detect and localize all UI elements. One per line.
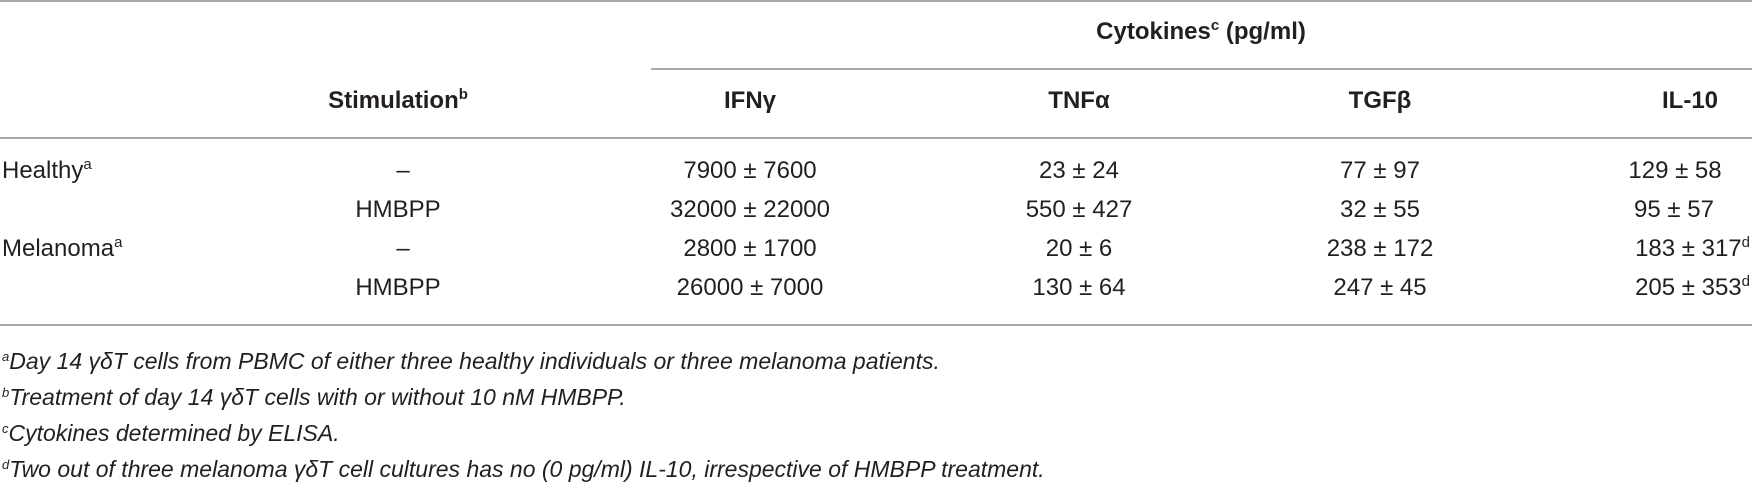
il-10-cell: 205 ± 353d <box>1635 273 1750 301</box>
footnote: aDay 14 γδT cells from PBMC of either th… <box>2 348 940 374</box>
table-bottom-rule <box>0 324 1752 326</box>
row-group-label: Melanomaa <box>2 234 123 262</box>
group-header-rule <box>651 68 1752 70</box>
tnf-alpha-column-header: TNFα <box>1048 87 1110 114</box>
header-bottom-rule <box>0 137 1752 139</box>
tnf-alpha-cell: 130 ± 64 <box>1032 274 1126 301</box>
footnote: cCytokines determined by ELISA. <box>2 420 340 446</box>
il-10-cell: 129 ± 58 <box>1628 157 1722 184</box>
stimulation-column-header: Stimulationb <box>328 86 468 114</box>
tnf-alpha-cell: 20 ± 6 <box>1045 235 1113 262</box>
il-10-cell: 95 ± 57 <box>1634 196 1714 223</box>
stimulation-cell: HMBPP <box>355 196 441 223</box>
stimulation-cell: HMBPP <box>355 274 441 301</box>
ifn-gamma-cell: 26000 ± 7000 <box>676 274 824 301</box>
ifn-gamma-cell: 7900 ± 7600 <box>683 157 817 184</box>
ifn-gamma-cell: 2800 ± 1700 <box>683 235 817 262</box>
footnote-mark: d <box>1741 234 1750 251</box>
footnote: dTwo out of three melanoma γδT cell cult… <box>2 456 1045 482</box>
il-10-column-header: IL-10 <box>1661 87 1719 114</box>
row-group-label: Healthya <box>2 156 92 184</box>
tnf-alpha-cell: 23 ± 24 <box>1039 157 1119 184</box>
stimulation-cell: – <box>396 235 410 262</box>
il-10-cell: 183 ± 317d <box>1635 234 1750 262</box>
ifn-gamma-cell: 32000 ± 22000 <box>670 196 830 223</box>
tgf-beta-cell: 77 ± 97 <box>1340 157 1420 184</box>
tgf-beta-cell: 238 ± 172 <box>1326 235 1434 262</box>
top-rule <box>0 0 1752 2</box>
ifn-gamma-column-header: IFNγ <box>723 87 777 114</box>
tgf-beta-column-header: TGFβ <box>1348 87 1412 114</box>
tgf-beta-cell: 32 ± 55 <box>1340 196 1420 223</box>
footnote: bTreatment of day 14 γδT cells with or w… <box>2 384 626 410</box>
tnf-alpha-cell: 550 ± 427 <box>1025 196 1133 223</box>
cytokines-group-header: Cytokinesc (pg/ml) <box>1096 17 1306 45</box>
tgf-beta-cell: 247 ± 45 <box>1333 274 1427 301</box>
stimulation-cell: – <box>396 157 410 184</box>
footnote-mark: d <box>1741 273 1750 290</box>
